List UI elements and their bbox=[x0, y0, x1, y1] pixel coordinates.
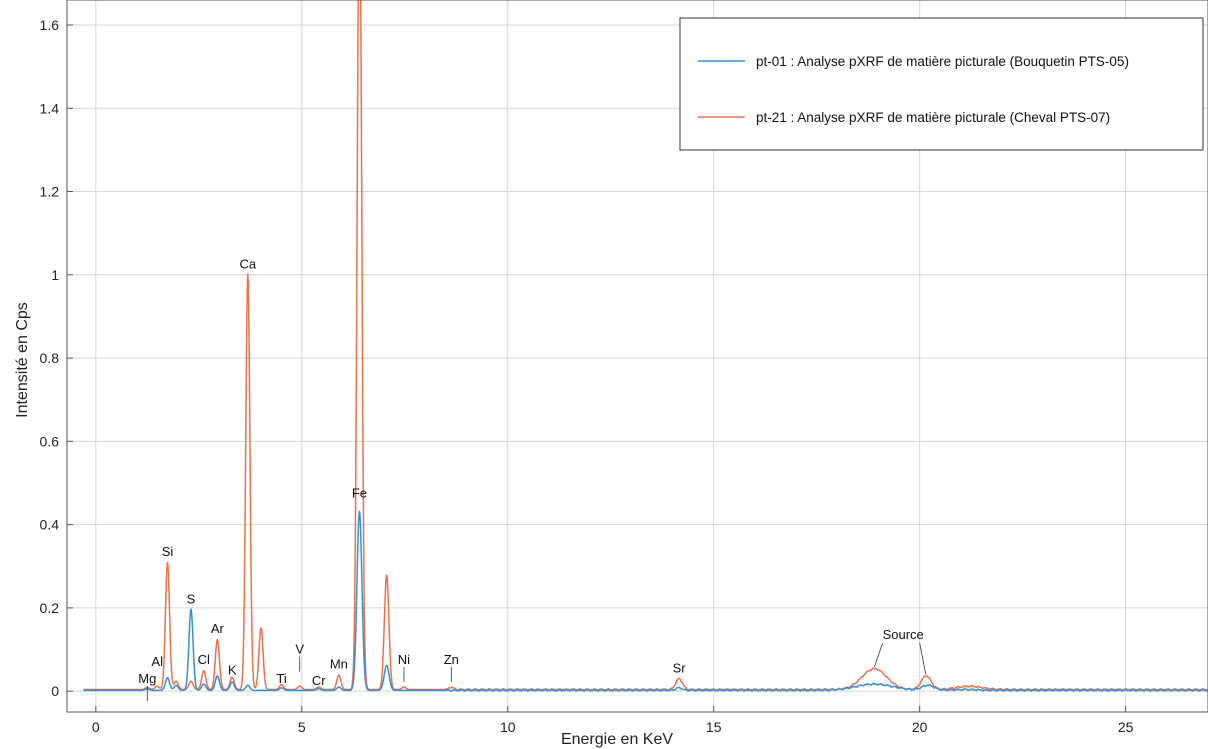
y-tick-label: 0.4 bbox=[40, 517, 60, 533]
y-axis-label: Intensité en Cps bbox=[14, 302, 31, 418]
peak-label-source: Source bbox=[883, 627, 924, 642]
y-tick-label: 1.2 bbox=[40, 184, 60, 200]
peak-label-si: Si bbox=[162, 544, 174, 559]
x-tick-label: 5 bbox=[298, 719, 306, 735]
peak-label-k: K bbox=[228, 663, 237, 678]
y-tick-label: 1.4 bbox=[40, 100, 60, 116]
y-tick-label: 0.2 bbox=[40, 600, 60, 616]
y-tick-label: 1.6 bbox=[40, 17, 60, 33]
legend-label-pt-21: pt-21 : Analyse pXRF de matière pictural… bbox=[756, 110, 1110, 125]
peak-label-fe: Fe bbox=[352, 486, 367, 501]
x-axis-label: Energie en KeV bbox=[561, 731, 673, 748]
peak-label-cr: Cr bbox=[312, 673, 326, 688]
peak-label-v: V bbox=[295, 642, 304, 657]
peak-label-ti: Ti bbox=[276, 671, 286, 686]
legend-label-pt-01: pt-01 : Analyse pXRF de matière pictural… bbox=[756, 54, 1129, 69]
legend: pt-01 : Analyse pXRF de matière pictural… bbox=[680, 18, 1203, 150]
y-tick-label: 0 bbox=[51, 683, 59, 699]
y-tick-label: 0.6 bbox=[40, 433, 60, 449]
x-tick-label: 25 bbox=[1118, 719, 1134, 735]
peak-label-s: S bbox=[187, 592, 196, 607]
x-tick-label: 20 bbox=[912, 719, 928, 735]
peak-label-cl: Cl bbox=[198, 652, 210, 667]
peak-label-ni: Ni bbox=[398, 652, 410, 667]
y-tick-label: 0.8 bbox=[40, 350, 60, 366]
peak-label-al: Al bbox=[151, 654, 163, 669]
peak-label-ca: Ca bbox=[240, 257, 257, 272]
peak-label-ar: Ar bbox=[211, 621, 225, 636]
legend-box bbox=[680, 18, 1203, 150]
peak-label-zn: Zn bbox=[444, 652, 459, 667]
peak-label-sr: Sr bbox=[673, 660, 687, 675]
peak-label-mn: Mn bbox=[330, 656, 348, 671]
x-tick-label: 0 bbox=[92, 719, 100, 735]
x-tick-label: 15 bbox=[706, 719, 722, 735]
peak-label-mg: Mg bbox=[138, 671, 156, 686]
x-tick-label: 10 bbox=[500, 719, 516, 735]
y-tick-label: 1 bbox=[51, 267, 59, 283]
